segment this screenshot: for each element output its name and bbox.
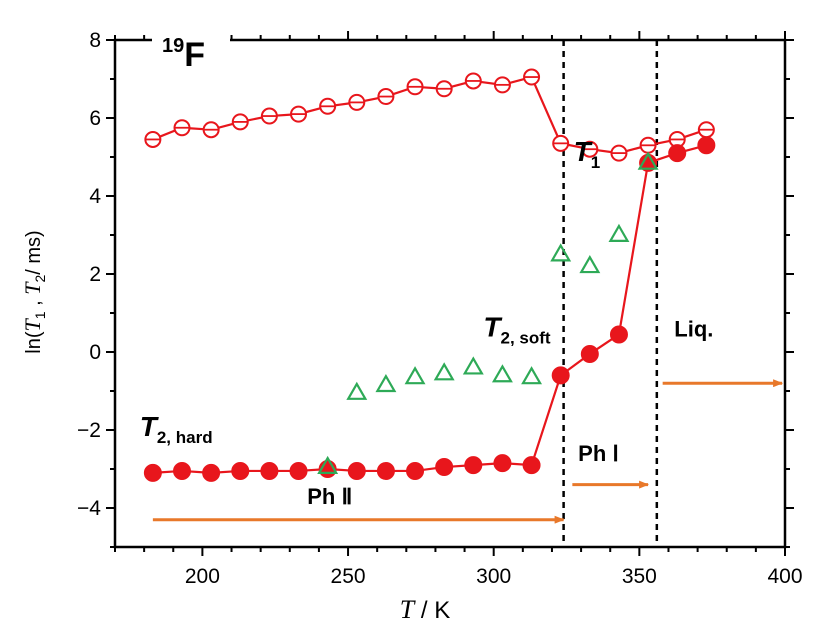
data-point-t2-hard xyxy=(406,461,425,480)
axes xyxy=(113,38,787,549)
data-point-t1 xyxy=(231,113,249,131)
x-axis-label-symbol: T xyxy=(400,595,416,624)
data-point-t2-hard xyxy=(143,463,162,482)
y-tick-label: 2 xyxy=(89,263,101,286)
data-point-t2-soft xyxy=(433,362,455,381)
data-point-t1 xyxy=(464,72,482,90)
data-point-t2-soft xyxy=(404,366,426,385)
data-point-t2-hard xyxy=(522,456,541,475)
data-point-t2-hard xyxy=(697,136,716,155)
y-tick-label: −2 xyxy=(77,419,101,442)
data-point-t2-soft xyxy=(521,366,543,385)
data-point-t2-hard xyxy=(551,366,570,385)
y-tick-label: 0 xyxy=(89,341,101,364)
data-point-t1 xyxy=(260,107,278,125)
data-point-t1 xyxy=(348,93,366,111)
nucleus-symbol: F xyxy=(184,36,205,74)
data-point-t2-hard xyxy=(580,344,599,363)
plot-frame xyxy=(113,38,787,549)
data-point-t2-soft xyxy=(462,356,484,375)
data-point-t1 xyxy=(610,144,628,162)
data-point-t2-soft xyxy=(375,373,397,393)
x-tick-label: 350 xyxy=(622,565,657,588)
data-point-t1 xyxy=(406,78,424,96)
data-point-t1 xyxy=(319,97,337,115)
data-point-t2-hard xyxy=(435,458,454,477)
data-point-t2-hard xyxy=(260,461,279,480)
nucleus-mass-number: 19 xyxy=(162,35,184,57)
data-point-t2-hard xyxy=(202,463,221,482)
series-lines xyxy=(152,75,707,475)
y-tick-label: 8 xyxy=(89,29,101,52)
data-point-t2-soft xyxy=(637,151,659,170)
data-point-t1 xyxy=(581,140,599,158)
phase-label: Ph Ⅱ xyxy=(307,484,352,509)
data-point-t2-hard xyxy=(493,454,512,473)
data-point-t1 xyxy=(144,130,162,148)
series-line xyxy=(152,144,707,475)
data-point-t1 xyxy=(435,80,453,98)
x-tick-label: 300 xyxy=(476,565,511,588)
data-point-t2-soft xyxy=(608,223,630,242)
y-axis-label: ln(T1 , T2/ ms) xyxy=(20,230,48,353)
phase-label: Liq. xyxy=(674,316,713,341)
data-point-t1 xyxy=(668,130,686,148)
annotations: T1 T2, soft T2, hard Ph Ⅱ Ph Ⅰ Liq. xyxy=(140,136,714,509)
x-tick-label: 250 xyxy=(331,565,366,588)
data-point-t1 xyxy=(290,105,308,123)
data-point-t2-hard xyxy=(464,456,483,475)
data-point-t2-soft xyxy=(491,364,513,383)
y-tick-label: −4 xyxy=(77,497,101,520)
series-label: T2, hard xyxy=(140,411,213,447)
data-point-t1 xyxy=(552,134,570,152)
data-point-t2-soft xyxy=(317,455,339,474)
series-label: T1 xyxy=(574,136,601,172)
y-tick-label: 4 xyxy=(89,185,101,208)
data-point-t1 xyxy=(493,76,511,94)
data-point-t2-soft xyxy=(579,254,601,274)
nucleus-label-background xyxy=(152,30,230,60)
data-point-t1 xyxy=(173,119,191,137)
data-point-t1 xyxy=(377,88,395,106)
data-point-t1 xyxy=(697,121,715,139)
series-label: T2, soft xyxy=(483,311,551,347)
data-point-t2-hard xyxy=(347,461,366,480)
phase-label: Ph Ⅰ xyxy=(578,441,619,466)
phase-boundary-lines xyxy=(562,40,659,547)
data-point-t2-hard xyxy=(231,461,250,480)
data-point-t2-hard xyxy=(289,461,308,480)
data-point-t2-soft xyxy=(346,381,368,400)
data-point-t1 xyxy=(639,136,657,154)
data-point-t1 xyxy=(202,121,220,139)
phase-arrows xyxy=(152,379,784,524)
x-tick-label: 200 xyxy=(185,565,220,588)
data-point-t1 xyxy=(523,68,541,86)
data-point-t2-hard xyxy=(609,325,628,344)
data-point-t2-hard xyxy=(668,144,687,163)
x-axis-label: T / K xyxy=(400,595,450,624)
data-markers xyxy=(143,68,716,482)
y-tick-label: 6 xyxy=(89,107,101,130)
x-tick-label: 400 xyxy=(767,565,802,588)
data-point-t2-hard xyxy=(376,461,395,480)
data-point-t2-hard xyxy=(173,461,191,480)
x-axis-label-unit: / K xyxy=(414,597,450,624)
data-point-t2-soft xyxy=(550,243,572,262)
ticks: 200 250 300 350 400 −4 −2 0 2 4 6 8 xyxy=(77,29,802,588)
nucleus-label: 19F xyxy=(162,35,205,74)
